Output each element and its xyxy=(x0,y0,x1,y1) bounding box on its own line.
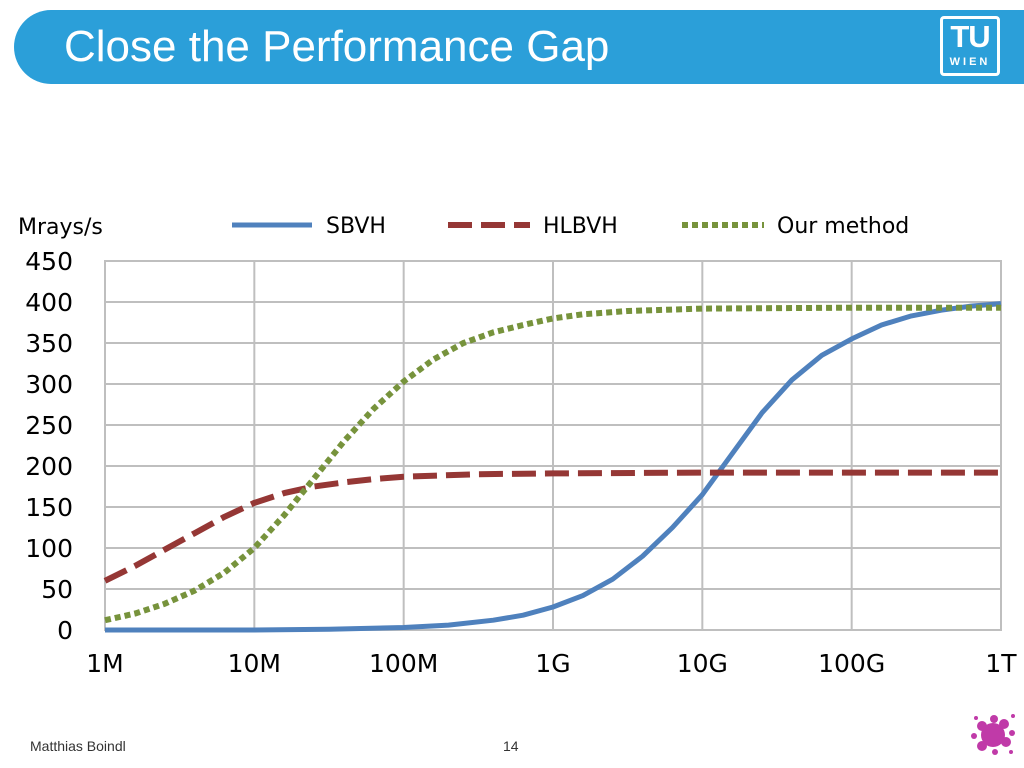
series-line-sbvh xyxy=(105,301,1002,633)
series-line-our-method xyxy=(104,304,1001,624)
x-tick-label: 1M xyxy=(86,649,123,678)
y-tick-label: 250 xyxy=(25,411,73,440)
tu-wien-logo: TU WIEN xyxy=(940,16,1000,76)
y-axis-label: Mrays/s xyxy=(18,215,103,240)
y-tick-label: 200 xyxy=(25,452,73,481)
y-tick-label: 150 xyxy=(25,493,73,522)
page-number: 14 xyxy=(503,738,519,754)
footer-author: Matthias Boindl xyxy=(30,738,126,754)
x-tick-label: 100M xyxy=(369,649,438,678)
y-tick-label: 0 xyxy=(57,616,73,645)
x-tick-label: 1T xyxy=(985,649,1017,678)
legend-label: Our method xyxy=(777,214,909,239)
series-line-hlbvh xyxy=(103,469,1001,584)
title-bar: Close the Performance Gap xyxy=(14,10,1024,84)
logo-text-tu: TU xyxy=(950,19,990,54)
x-tick-label: 10M xyxy=(228,649,281,678)
x-tick-label: 10G xyxy=(677,649,728,678)
y-tick-label: 300 xyxy=(25,370,73,399)
paint-splat-logo xyxy=(971,714,1015,755)
logo-text-wien: WIEN xyxy=(949,56,991,68)
x-tick-label: 100G xyxy=(818,649,885,678)
y-tick-label: 450 xyxy=(25,247,73,276)
y-tick-label: 50 xyxy=(41,575,73,604)
x-tick-label: 1G xyxy=(535,649,570,678)
slide-title: Close the Performance Gap xyxy=(64,22,610,71)
y-tick-label: 400 xyxy=(25,288,73,317)
y-tick-label: 350 xyxy=(25,329,73,358)
legend-label: HLBVH xyxy=(543,214,618,239)
legend-label: SBVH xyxy=(326,214,386,239)
y-tick-label: 100 xyxy=(25,534,73,563)
